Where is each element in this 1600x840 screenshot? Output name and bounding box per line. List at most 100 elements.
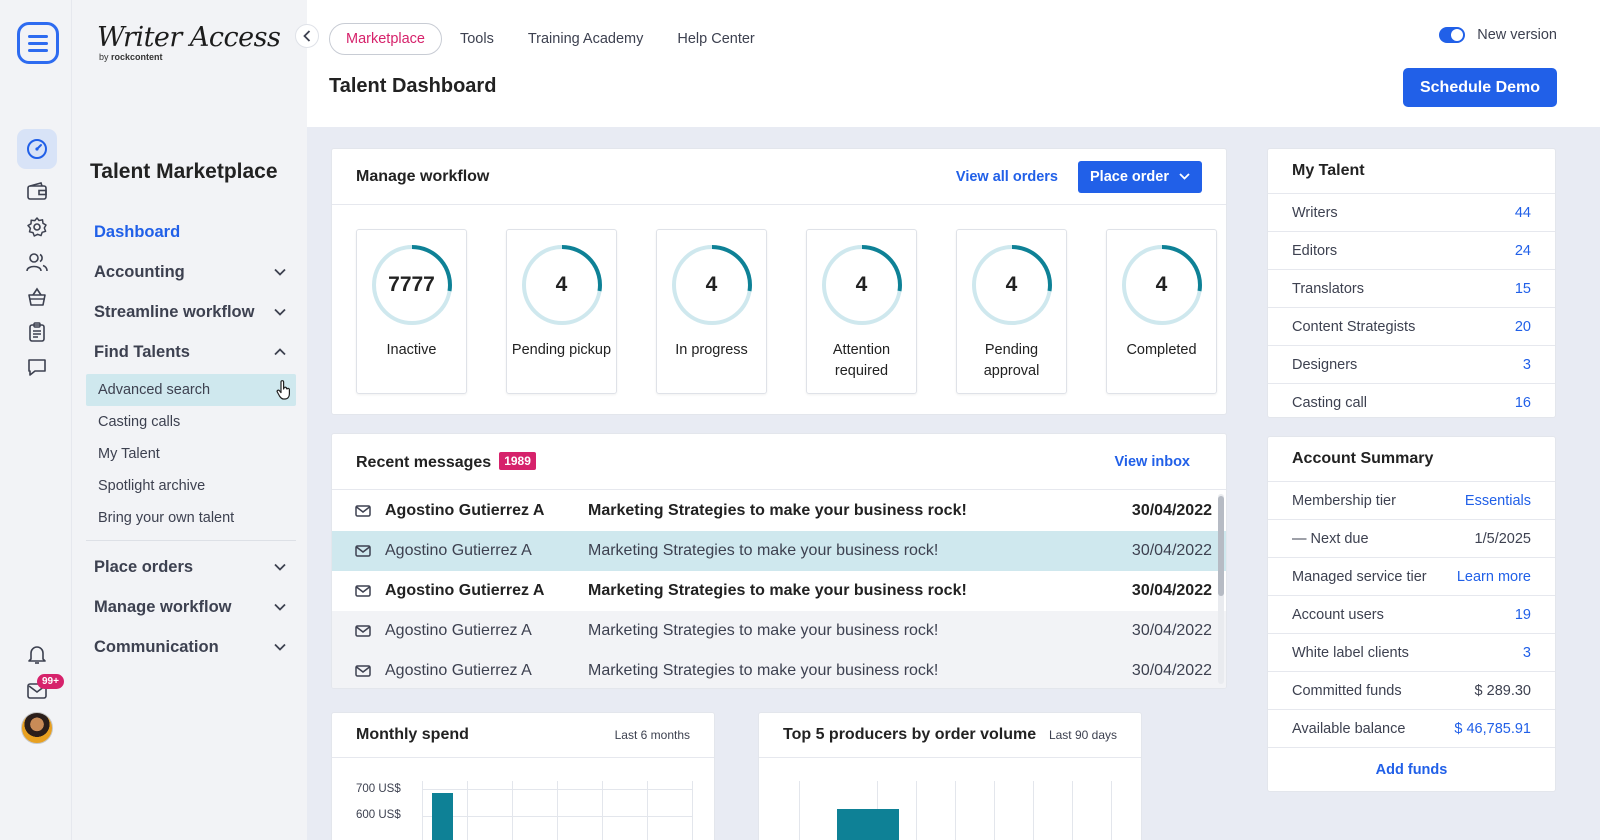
message-sender: Agostino Gutierrez A — [385, 502, 545, 519]
submenu-casting-calls[interactable]: Casting calls — [98, 414, 181, 430]
main-content: Manage workflow View all orders Place or… — [307, 127, 1600, 840]
stat-card-pending-pickup[interactable]: 4 Pending pickup — [506, 229, 617, 394]
stat-card-pending-approval[interactable]: 4 Pending approval — [956, 229, 1067, 394]
available-balance-link[interactable]: $ 46,785.91 — [1454, 720, 1531, 737]
submenu-advanced-search[interactable]: Advanced search — [86, 374, 296, 406]
sidebar: Writer Access by rockcontent Talent Mark… — [72, 0, 307, 840]
message-row[interactable]: Agostino Gutierrez A Marketing Strategies… — [332, 531, 1226, 571]
chevron-down-icon — [274, 643, 286, 651]
message-subject: Marketing Strategies to make your busine… — [588, 582, 967, 599]
schedule-demo-button[interactable]: Schedule Demo — [1403, 68, 1557, 107]
message-subject: Marketing Strategies to make your busine… — [588, 622, 939, 639]
talent-row-writers[interactable]: Writers 44 — [1268, 193, 1555, 231]
chevron-down-icon — [1179, 173, 1190, 180]
chevron-down-icon — [274, 563, 286, 571]
monthly-spend-title: Monthly spend — [356, 726, 469, 743]
submenu-bring-your-own-talent[interactable]: Bring your own talent — [98, 510, 235, 526]
monthly-spend-chart: 700 US$ 600 US$ — [332, 759, 714, 840]
wallet-icon[interactable] — [17, 172, 57, 212]
chat-bubble-icon[interactable] — [17, 347, 57, 387]
message-subject: Marketing Strategies to make your busine… — [588, 502, 967, 519]
top-producers-chart — [759, 759, 1141, 840]
bell-icon[interactable] — [17, 634, 57, 674]
message-date: 30/04/2022 — [1131, 582, 1212, 599]
new-version-label: New version — [1477, 27, 1557, 43]
message-row[interactable]: Agostino Gutierrez A Marketing Strategies… — [332, 651, 1226, 688]
talent-row-content-strategists[interactable]: Content Strategists 20 — [1268, 307, 1555, 345]
stat-card-attention-required[interactable]: 4 Attention required — [806, 229, 917, 394]
white-label-clients-link[interactable]: 3 — [1522, 644, 1531, 661]
my-talent-card: My Talent Writers 44 Editors 24 Translator… — [1267, 148, 1556, 418]
place-order-button[interactable]: Place order — [1078, 160, 1202, 193]
stat-label: Attention required — [832, 342, 891, 379]
clipboard-icon[interactable] — [17, 312, 57, 352]
talent-row-designers[interactable]: Designers 3 — [1268, 345, 1555, 383]
writeraccess-logo[interactable]: Writer Access by rockcontent — [97, 22, 287, 62]
envelope-icon — [355, 585, 371, 597]
sidebar-item-streamline-workflow[interactable]: Streamline workflow — [86, 292, 296, 332]
talent-row-editors[interactable]: Editors 24 — [1268, 231, 1555, 269]
mail-count-badge: 99+ — [37, 674, 64, 689]
summary-row-committed-funds: Committed funds $ 289.30 — [1268, 671, 1555, 709]
shopping-basket-icon[interactable] — [17, 277, 57, 317]
summary-row-account-users: Account users 19 — [1268, 595, 1555, 633]
new-version-toggle-group: New version — [1439, 27, 1557, 43]
sidebar-item-dashboard[interactable]: Dashboard — [94, 222, 181, 241]
message-sender: Agostino Gutierrez A — [385, 582, 545, 599]
stat-label: In progress — [675, 342, 748, 358]
stat-card-inactive[interactable]: 7777 Inactive — [356, 229, 467, 394]
manage-workflow-card: Manage workflow View all orders Place or… — [331, 148, 1227, 415]
spend-bar[interactable] — [432, 793, 453, 840]
new-version-toggle[interactable] — [1439, 27, 1466, 43]
producer-bar[interactable] — [837, 809, 899, 840]
message-scrollbar-thumb[interactable] — [1218, 496, 1224, 596]
stat-label: Pending approval — [983, 342, 1040, 379]
message-date: 30/04/2022 — [1131, 662, 1212, 679]
tab-marketplace[interactable]: Marketplace — [329, 23, 442, 55]
stat-card-in-progress[interactable]: 4 In progress — [656, 229, 767, 394]
talent-row-casting-call[interactable]: Casting call 16 — [1268, 383, 1555, 421]
submenu-my-talent[interactable]: My Talent — [98, 446, 160, 462]
account-users-link[interactable]: 19 — [1514, 606, 1531, 623]
membership-tier-link[interactable]: Essentials — [1464, 492, 1531, 509]
view-all-orders-link[interactable]: View all orders — [955, 168, 1058, 185]
summary-row-available-balance: Available balance $ 46,785.91 — [1268, 709, 1555, 747]
message-row[interactable]: Agostino Gutierrez A Marketing Strategies… — [332, 611, 1226, 651]
menu-logo-icon[interactable] — [17, 22, 59, 64]
brand-sub: by rockcontent — [99, 52, 163, 62]
avatar[interactable] — [21, 712, 53, 744]
envelope-icon — [355, 625, 371, 637]
y-tick-label: 600 US$ — [356, 809, 401, 821]
sidebar-item-manage-workflow[interactable]: Manage workflow — [86, 587, 296, 627]
view-inbox-link[interactable]: View inbox — [1114, 453, 1190, 470]
message-list: Agostino Gutierrez A Marketing Strategies… — [332, 491, 1226, 688]
settings-gear-icon[interactable] — [17, 207, 57, 247]
summary-row-membership-tier: Membership tier Essentials — [1268, 481, 1555, 519]
sidebar-item-communication[interactable]: Communication — [86, 627, 296, 667]
account-summary-card: Account Summary Membership tier Essential… — [1267, 436, 1556, 792]
message-row[interactable]: Agostino Gutierrez A Marketing Strategies… — [332, 571, 1226, 611]
manage-workflow-title: Manage workflow — [356, 167, 490, 185]
learn-more-link[interactable]: Learn more — [1456, 568, 1531, 585]
message-subject: Marketing Strategies to make your busine… — [588, 542, 939, 559]
dashboard-gauge-icon[interactable] — [17, 129, 57, 169]
collapse-sidebar-button[interactable] — [295, 24, 319, 48]
stat-card-completed[interactable]: 4 Completed — [1106, 229, 1217, 394]
top-producers-period: Last 90 days — [1048, 728, 1117, 742]
submenu-spotlight-archive[interactable]: Spotlight archive — [98, 478, 206, 494]
message-row[interactable]: Agostino Gutierrez A Marketing Strategies… — [332, 491, 1226, 531]
users-icon[interactable] — [17, 242, 57, 282]
sidebar-item-place-orders[interactable]: Place orders — [86, 547, 296, 587]
sidebar-item-accounting[interactable]: Accounting — [86, 252, 296, 292]
tab-tools[interactable]: Tools — [459, 31, 494, 47]
monthly-spend-card: Monthly spend Last 6 months 700 US$ 600 … — [331, 712, 715, 840]
talent-row-translators[interactable]: Translators 15 — [1268, 269, 1555, 307]
monthly-spend-period: Last 6 months — [614, 728, 690, 742]
add-funds-link[interactable]: Add funds — [1375, 762, 1448, 778]
find-talents-submenu: Advanced search Casting calls My Talent … — [86, 374, 296, 541]
tab-help-center[interactable]: Help Center — [677, 31, 755, 47]
tab-training-academy[interactable]: Training Academy — [527, 31, 644, 47]
message-sender: Agostino Gutierrez A — [385, 662, 532, 679]
sidebar-item-find-talents[interactable]: Find Talents — [86, 332, 296, 372]
message-date: 30/04/2022 — [1131, 542, 1212, 559]
